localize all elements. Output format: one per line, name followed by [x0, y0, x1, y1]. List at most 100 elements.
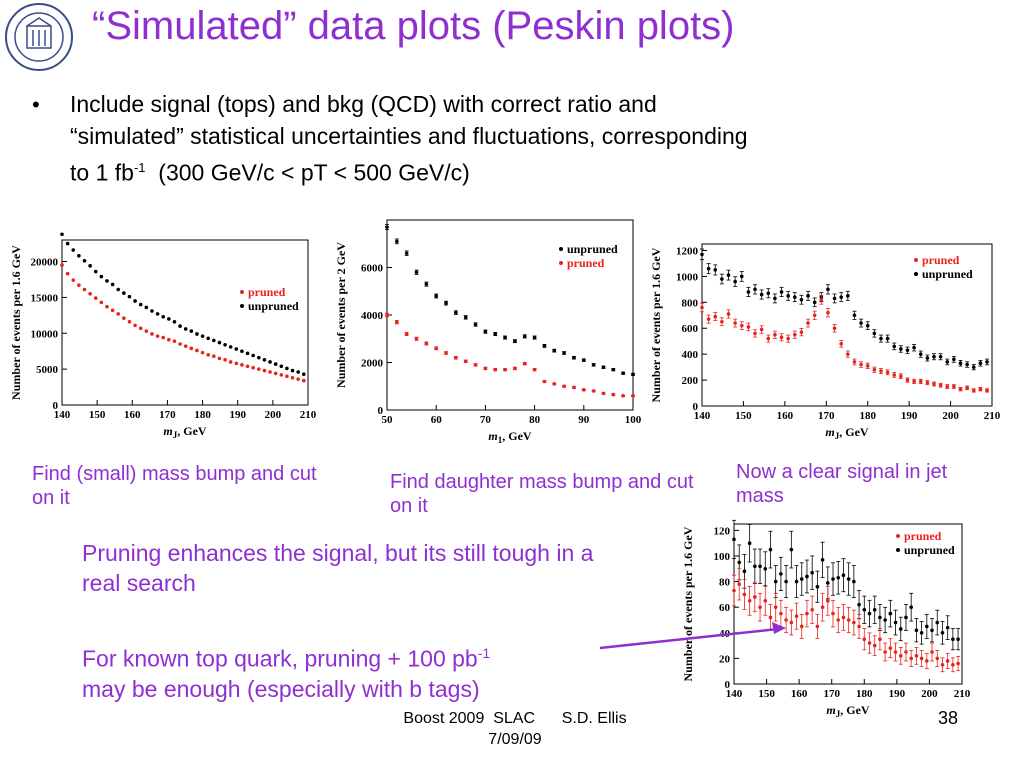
x-tick-label: 90: [578, 414, 590, 426]
y-tick-label: 1000: [676, 271, 699, 283]
data-point: [444, 301, 448, 305]
data-point: [768, 615, 773, 620]
data-point: [799, 330, 804, 334]
data-point: [799, 297, 804, 302]
data-point: [832, 296, 837, 301]
data-point: [737, 560, 742, 565]
data-point: [753, 287, 757, 292]
x-axis-label-sub: J: [836, 709, 841, 719]
data-point: [572, 385, 576, 390]
data-point: [404, 332, 409, 336]
data-point: [105, 279, 109, 283]
data-point: [971, 388, 976, 393]
data-point: [424, 282, 429, 286]
data-point: [189, 346, 194, 351]
data-point: [60, 232, 64, 237]
data-point: [883, 618, 887, 622]
data-point: [172, 319, 177, 324]
data-point: [706, 266, 711, 271]
note2-b: may be enough (especially with b tags): [82, 675, 480, 702]
data-point: [753, 331, 757, 336]
y-tick-label: 5000: [36, 364, 59, 376]
data-point: [110, 308, 115, 313]
data-point: [779, 611, 783, 616]
x-tick-label: 50: [382, 414, 394, 426]
data-point: [739, 323, 744, 328]
data-point: [826, 310, 830, 315]
data-point: [925, 624, 929, 629]
y-axis-label: Number of events per 1.6 GeV: [681, 526, 695, 681]
data-point: [65, 241, 70, 246]
data-point: [279, 364, 284, 369]
data-point: [706, 317, 711, 321]
x-tick-label: 190: [901, 410, 918, 422]
data-point: [786, 294, 790, 298]
x-tick-label: 210: [300, 409, 317, 421]
data-point: [285, 374, 289, 379]
data-point: [88, 264, 92, 268]
data-point: [794, 579, 799, 584]
data-point: [385, 225, 389, 229]
data-point: [794, 614, 799, 618]
data-point: [217, 356, 222, 361]
data-point: [746, 325, 751, 329]
data-point: [918, 352, 923, 356]
note2-sup: -1: [477, 645, 491, 661]
data-point: [806, 321, 810, 325]
data-point: [228, 345, 233, 349]
data-point: [93, 269, 98, 274]
data-point: [150, 332, 154, 336]
data-point: [945, 360, 950, 364]
data-point: [732, 588, 736, 593]
plot-frame: [701, 243, 993, 407]
data-point: [892, 373, 897, 377]
data-point: [773, 296, 777, 301]
x-tick-label: 170: [159, 409, 176, 421]
data-point: [940, 663, 945, 667]
x-axis-label-unit: , GeV: [839, 425, 869, 439]
data-point: [414, 336, 419, 341]
data-point: [893, 650, 898, 654]
data-point: [758, 605, 762, 609]
data-point: [746, 290, 751, 294]
data-point: [301, 372, 306, 376]
data-point: [747, 541, 752, 545]
data-point: [812, 300, 817, 305]
x-tick-label: 170: [823, 688, 840, 700]
data-point: [99, 300, 104, 305]
data-point: [161, 314, 166, 319]
data-point: [195, 348, 199, 353]
data-point: [161, 335, 166, 340]
data-point: [71, 278, 76, 282]
data-point: [493, 332, 498, 336]
data-point: [978, 387, 983, 391]
data-point: [582, 358, 586, 362]
data-point: [262, 368, 267, 373]
data-point: [285, 366, 289, 371]
caption-1: Find (small) mass bump and cut on it: [32, 463, 317, 509]
data-point: [454, 310, 458, 315]
legend-marker: [559, 261, 563, 265]
x-axis-label-main: m: [488, 429, 497, 443]
data-point: [826, 599, 830, 603]
data-point: [189, 329, 194, 333]
data-point: [888, 646, 893, 650]
bullet-line-3-sup: -1: [133, 160, 146, 175]
data-point: [862, 637, 867, 641]
data-point: [773, 605, 778, 609]
data-point: [513, 339, 517, 343]
data-point: [223, 342, 227, 347]
data-point: [956, 637, 960, 641]
data-point: [909, 656, 913, 661]
data-point: [713, 268, 718, 272]
legend-marker: [559, 247, 563, 251]
legend-unpruned: unpruned: [248, 299, 299, 313]
x-tick-label: 180: [859, 410, 876, 422]
data-point: [513, 366, 517, 371]
legend-unpruned: unpruned: [922, 267, 973, 281]
data-point: [952, 384, 956, 389]
data-point: [810, 570, 814, 575]
data-point: [700, 252, 704, 257]
data-point: [883, 650, 887, 654]
x-tick-label: 180: [856, 688, 873, 700]
